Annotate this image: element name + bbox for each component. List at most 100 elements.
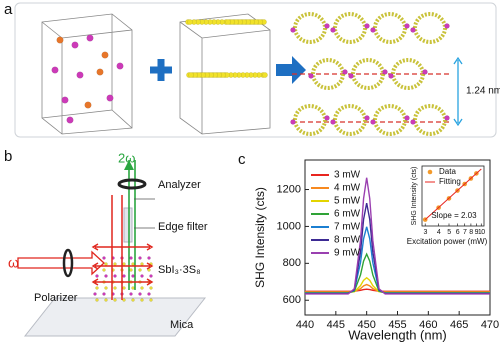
nanotube bbox=[333, 104, 367, 136]
atom bbox=[225, 19, 231, 25]
atom bbox=[66, 116, 74, 124]
atom bbox=[61, 96, 69, 104]
atom bbox=[187, 19, 193, 25]
nanotube bbox=[413, 104, 447, 136]
atom bbox=[95, 274, 99, 278]
atom bbox=[422, 69, 428, 75]
atom bbox=[410, 119, 416, 125]
legend-label: 4 mW bbox=[334, 183, 361, 194]
legend-label: 3 mW bbox=[334, 170, 361, 181]
atom bbox=[348, 73, 354, 79]
x-tick-label: 440 bbox=[296, 319, 314, 331]
x-tick-label: 470 bbox=[481, 319, 499, 331]
atom bbox=[290, 119, 296, 125]
y-tick-label: 600 bbox=[283, 294, 301, 306]
x-tick-label: 460 bbox=[419, 319, 437, 331]
atom bbox=[113, 262, 117, 266]
x-axis-label: Wavelength (nm) bbox=[348, 327, 447, 342]
atom bbox=[129, 268, 133, 272]
atom bbox=[382, 69, 388, 75]
atom bbox=[370, 119, 376, 125]
atom bbox=[104, 274, 108, 278]
atom bbox=[131, 262, 135, 266]
legend-label: 8 mW bbox=[334, 235, 361, 246]
x-tick-label: 9 bbox=[475, 229, 479, 236]
atom bbox=[140, 298, 144, 302]
atom bbox=[102, 256, 106, 260]
y-tick-label: 1000 bbox=[277, 220, 301, 232]
x-tick-label: 5 bbox=[447, 229, 451, 236]
spectrum-line bbox=[305, 252, 490, 294]
x-tick-label: 3 bbox=[424, 229, 428, 236]
legend-label: 9 mW bbox=[334, 248, 361, 259]
atom bbox=[404, 115, 410, 121]
legend-label: Fitting bbox=[439, 177, 461, 186]
atom bbox=[113, 286, 117, 290]
atom bbox=[84, 101, 92, 109]
atom bbox=[140, 286, 144, 290]
atom bbox=[104, 262, 108, 266]
y-axis-label: SHG Intensity (cts) bbox=[411, 167, 418, 226]
atom bbox=[122, 298, 126, 302]
atom bbox=[56, 36, 64, 44]
atom bbox=[147, 256, 151, 260]
atom bbox=[122, 286, 126, 290]
atom bbox=[138, 256, 142, 260]
x-tick-label: 4 bbox=[437, 229, 441, 236]
atom bbox=[129, 292, 133, 296]
atom bbox=[102, 292, 106, 296]
nanotube bbox=[413, 12, 447, 44]
setup-illustration bbox=[17, 160, 207, 337]
atom bbox=[95, 298, 99, 302]
atom bbox=[138, 268, 142, 272]
atom bbox=[113, 274, 117, 278]
atom bbox=[308, 73, 314, 79]
x-tick-label: 450 bbox=[357, 319, 375, 331]
legend-label: 7 mW bbox=[334, 222, 361, 233]
atom bbox=[122, 274, 126, 278]
atom bbox=[404, 23, 410, 29]
atom bbox=[113, 298, 117, 302]
nanotube bbox=[373, 104, 407, 136]
atom bbox=[101, 51, 109, 59]
x-tick-label: 7 bbox=[463, 229, 467, 236]
atom bbox=[86, 34, 94, 42]
atom bbox=[388, 73, 394, 79]
component-label: Polarizer bbox=[34, 292, 78, 304]
atom bbox=[262, 72, 268, 78]
x-tick-label: 455 bbox=[388, 319, 406, 331]
spectrum-line bbox=[305, 288, 490, 293]
atom bbox=[131, 286, 135, 290]
x-tick-label: 465 bbox=[450, 319, 468, 331]
x-tick-label: 6 bbox=[456, 229, 460, 236]
component-label: SbI₃·3S₈ bbox=[158, 264, 201, 276]
x-tick-label: 8 bbox=[469, 229, 473, 236]
component-label: Mica bbox=[170, 319, 194, 331]
atom bbox=[324, 115, 330, 121]
nanotube bbox=[373, 12, 407, 44]
atom bbox=[95, 286, 99, 290]
atom bbox=[147, 292, 151, 296]
atom bbox=[364, 115, 370, 121]
panel-label: c bbox=[238, 151, 246, 168]
atom bbox=[290, 27, 296, 33]
atom bbox=[122, 262, 126, 266]
atom bbox=[93, 292, 97, 296]
atom bbox=[96, 68, 104, 76]
atom bbox=[149, 286, 153, 290]
panel-a-frame bbox=[14, 2, 497, 138]
atom bbox=[104, 298, 108, 302]
atom bbox=[76, 71, 84, 79]
nanotube bbox=[391, 58, 425, 90]
atom bbox=[140, 262, 144, 266]
beam-label: 2ω bbox=[118, 150, 135, 165]
atom bbox=[129, 256, 133, 260]
atom bbox=[444, 23, 450, 29]
atom bbox=[131, 274, 135, 278]
nanotube bbox=[333, 12, 367, 44]
legend-swatch bbox=[427, 169, 433, 175]
component-label: Analyzer bbox=[158, 179, 201, 191]
atom bbox=[104, 286, 108, 290]
legend-label: Data bbox=[439, 167, 456, 176]
